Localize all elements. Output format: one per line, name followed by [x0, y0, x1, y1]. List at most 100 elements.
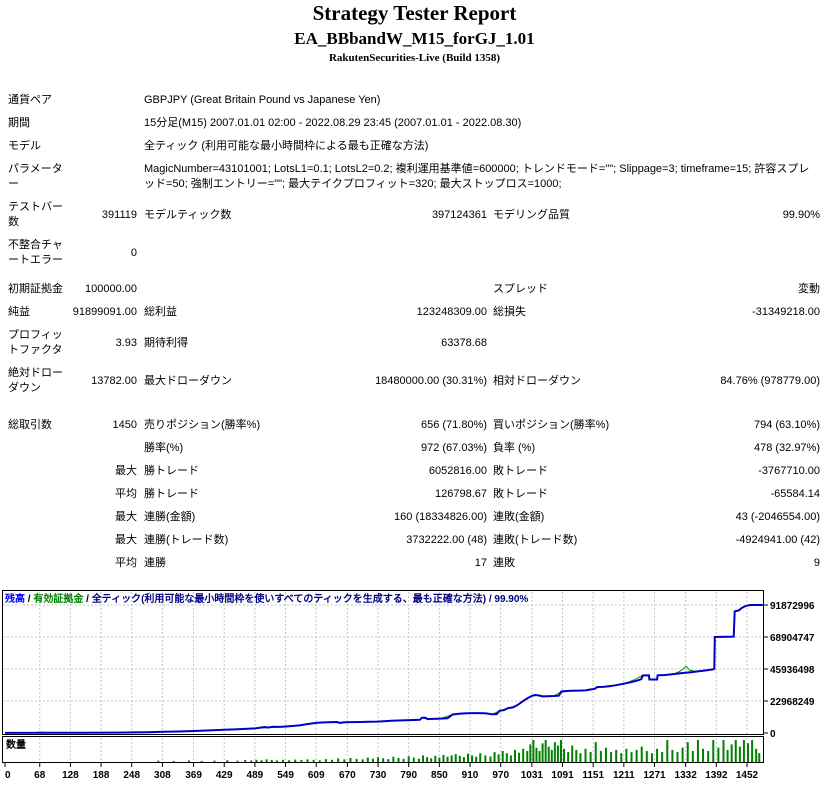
report-header: Strategy Tester Report EA_BBbandW_M15_fo… — [0, 0, 829, 64]
cell-c: 連勝 — [144, 557, 166, 569]
x-axis-label: 128 — [62, 770, 79, 781]
cell-f: 99.90% — [782, 208, 820, 221]
cell-d: 3732222.00 (48) — [406, 534, 487, 546]
cell-f: 794 (63.10%) — [753, 419, 820, 431]
cell-f: -3767710.00 — [758, 465, 820, 477]
volume-label: 数量 — [6, 738, 26, 751]
cell-d: 126798.67 — [435, 488, 487, 500]
x-axis-label: 1392 — [705, 770, 728, 781]
x-axis-label: 1452 — [736, 770, 759, 781]
cell-b: 0 — [130, 246, 137, 259]
cell-a: テストバー数 — [8, 201, 63, 228]
x-axis-label: 970 — [492, 770, 509, 781]
cell-e: スプレッド — [493, 283, 548, 295]
server-build: RakutenSecurities-Live (Build 1358) — [328, 52, 501, 64]
table-row: 最大 勝トレード 6052816.00 敗トレード -3767710.00 — [8, 464, 820, 479]
cell-e: 連敗(トレード数) — [493, 534, 578, 546]
cell-f: 478 (32.97%) — [753, 442, 820, 454]
y-axis-label: 45936498 — [770, 665, 815, 676]
cell-b: 13782.00 — [91, 374, 137, 387]
cell-c: 15分足(M15) 2007.01.01 02:00 - 2022.08.29 … — [144, 117, 522, 129]
cell-c: 全ティック (利用可能な最小時間枠による最も正確な方法) — [144, 140, 429, 152]
cell-c: モデルティック数 — [144, 208, 232, 221]
table-row: 不整合チャートエラー 0 — [8, 238, 820, 268]
cell-d: 18480000.00 (30.31%) — [375, 374, 487, 387]
cell-e: 相対ドローダウン — [493, 374, 581, 387]
table-row: モデル 全ティック (利用可能な最小時間枠による最も正確な方法) — [8, 139, 820, 154]
cell-e: 負率 (%) — [493, 442, 536, 454]
y-axis-label: 91872996 — [770, 601, 815, 612]
cell-c: 総利益 — [144, 306, 177, 318]
y-axis-label: 68904747 — [770, 633, 815, 644]
cell-f: 9 — [813, 557, 820, 569]
table-row: 勝率(%) 972 (67.03%) 負率 (%) 478 (32.97%) — [8, 441, 820, 456]
cell-b: 91899091.00 — [72, 306, 137, 318]
cell-a: 純益 — [8, 306, 30, 318]
cell-c: 勝トレード — [144, 465, 199, 477]
x-axis-label: 549 — [277, 770, 294, 781]
cell-d: 17 — [474, 557, 487, 569]
cell-a: 通貨ペア — [8, 94, 52, 106]
x-axis-label: 1151 — [582, 770, 604, 781]
balance-line — [4, 604, 763, 734]
cell-c: 勝率(%) — [144, 442, 184, 454]
chart-svg: 91872996 68904747 45936498 22968249 0 0 68 128 1… — [2, 590, 815, 781]
y-axis-label: 22968249 — [770, 697, 815, 708]
cell-f: -31349218.00 — [752, 306, 820, 318]
x-axis-label: 730 — [370, 770, 387, 781]
x-axis-label: 248 — [123, 770, 140, 781]
x-axis-label: 489 — [247, 770, 264, 781]
cell-f: 43 (-2046554.00) — [735, 511, 820, 523]
cell-e: 敗トレード — [493, 488, 548, 500]
cell-e: 連敗 — [493, 557, 515, 569]
cell-c: 売りポジション(勝率%) — [144, 419, 261, 431]
cell-a: パラメーター — [8, 163, 63, 190]
cell-c: 連勝(金額) — [144, 511, 196, 523]
x-axis-label: 1031 — [521, 770, 544, 781]
cell-e: 総損失 — [493, 306, 526, 318]
cell-c: 最大ドローダウン — [144, 374, 232, 387]
cell-d: 63378.68 — [441, 336, 487, 349]
table-row: 平均 勝トレード 126798.67 敗トレード -65584.14 — [8, 487, 820, 502]
page-title: Strategy Tester Report — [312, 1, 517, 25]
main-panel — [2, 590, 764, 735]
x-axis-label: 850 — [431, 770, 448, 781]
x-axis-label: 1271 — [643, 770, 666, 781]
cell-c: 勝トレード — [144, 488, 199, 500]
table-row: 期間 15分足(M15) 2007.01.01 02:00 - 2022.08.2… — [8, 116, 820, 131]
cell-d: 972 (67.03%) — [420, 442, 487, 454]
x-axis-label: 790 — [400, 770, 417, 781]
cell-b: 平均 — [115, 557, 137, 569]
table-row: 最大 連勝(金額) 160 (18334826.00) 連敗(金額) 43 (-2046… — [8, 510, 820, 525]
report-table: 通貨ペア GBPJPY (Great Britain Pound vs Japan… — [8, 93, 820, 579]
cell-b: 3.93 — [115, 336, 137, 349]
cell-d: 123248309.00 — [416, 306, 487, 318]
table-row: 初期証拠金 100000.00 スプレッド 変動 — [8, 282, 820, 297]
x-axis-label: 308 — [154, 770, 171, 781]
table-row: 純益 91899091.00 総利益 123248309.00 総損失 -31349218… — [8, 305, 820, 320]
cell-e: 敗トレード — [493, 465, 548, 477]
x-axis-label: 609 — [308, 770, 325, 781]
cell-f: 変動 — [798, 283, 820, 295]
table-row: 総取引数 1450 売りポジション(勝率%) 656 (71.80%) 買いポジション(… — [8, 418, 820, 433]
table-row: プロフィットファクタ 3.93 期待利得 63378.68 — [8, 328, 820, 358]
cell-a: プロフィットファクタ — [8, 329, 63, 356]
cell-e: 連敗(金額) — [493, 511, 545, 523]
cell-b: 最大 — [115, 465, 137, 477]
cell-b: 平均 — [115, 488, 137, 500]
cell-f: -4924941.00 (42) — [735, 534, 820, 546]
x-axis-label: 188 — [93, 770, 110, 781]
table-row: 絶対ドローダウン 13782.00 最大ドローダウン 18480000.00 (30.… — [8, 366, 820, 396]
table-row: パラメーター MagicNumber=43101001; LotsL1=0.1; … — [8, 162, 820, 192]
cell-e: 買いポジション(勝率%) — [493, 419, 610, 431]
cell-b: 391119 — [101, 208, 137, 221]
cell-d: 160 (18334826.00) — [394, 511, 487, 523]
x-axis-label: 910 — [462, 770, 479, 781]
cell-c: GBPJPY (Great Britain Pound vs Japanese … — [144, 94, 381, 106]
cell-b: 1450 — [112, 419, 137, 431]
x-axis-label: 369 — [185, 770, 202, 781]
cell-d: 6052816.00 — [428, 465, 487, 477]
cell-a: 絶対ドローダウン — [8, 367, 63, 394]
cell-b: 最大 — [115, 534, 137, 546]
table-row: 最大 連勝(トレード数) 3732222.00 (48) 連敗(トレード数) -4924… — [8, 533, 820, 548]
